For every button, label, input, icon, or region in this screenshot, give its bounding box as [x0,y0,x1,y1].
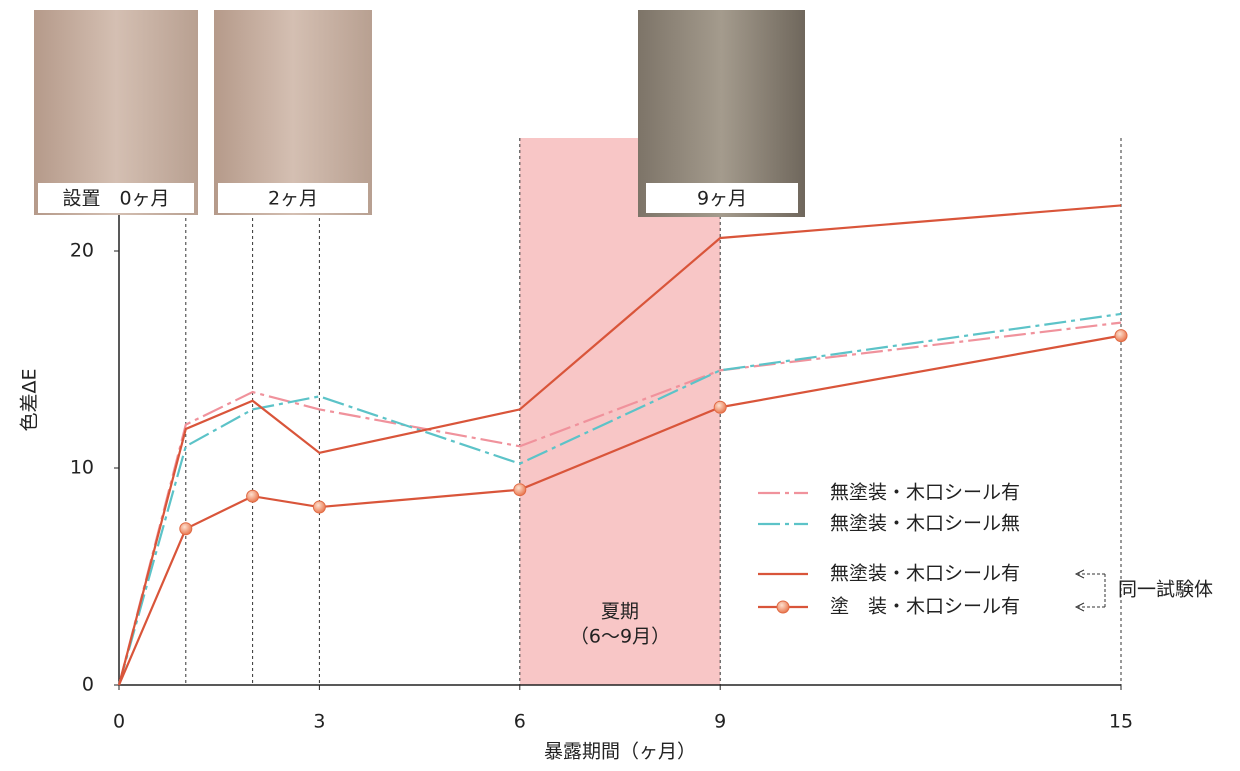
bracket-line [1078,574,1105,607]
marker [1115,330,1127,342]
bracket-arrow [1076,570,1084,611]
chart: 設置 0ヶ月 2ヶ月 9ヶ月 暴露期間（ヶ月） 色差ΔE 夏期 （6～9月） 同… [0,0,1240,767]
photo-caption: 2ヶ月 [268,188,318,210]
x-tick-label: 0 [113,711,125,733]
x-tick-label: 9 [714,711,726,733]
y-tick-label: 10 [70,457,94,479]
y-tick-label: 20 [70,240,94,262]
legend-label: 無塗装・木口シール無 [830,512,1020,535]
bracket-label: 同一試験体 [1118,579,1213,601]
photo-caption: 9ヶ月 [697,188,747,210]
bracket [1076,570,1105,611]
marker [180,523,192,535]
y-axis-label: 色差ΔE [19,368,41,431]
marker [313,501,325,513]
x-tick-label: 3 [313,711,325,733]
photo-caption: 設置 0ヶ月 [62,188,169,210]
legend-label: 無塗装・木口シール有 [830,481,1020,504]
x-tick-label: 15 [1109,711,1133,733]
shaded-label: （6～9月） [570,626,670,648]
legend-label: 塗 装・木口シール有 [830,595,1020,618]
legend-marker [777,601,789,613]
y-tick-label: 0 [82,674,94,696]
photos: 設置 0ヶ月 2ヶ月 9ヶ月 [34,10,805,217]
marker [714,401,726,413]
shaded-label: 夏期 [601,601,639,623]
x-axis-label: 暴露期間（ヶ月） [544,741,696,763]
x-tick-label: 6 [514,711,526,733]
marker [247,490,259,502]
marker [514,484,526,496]
legend-label: 無塗装・木口シール有 [830,562,1020,585]
